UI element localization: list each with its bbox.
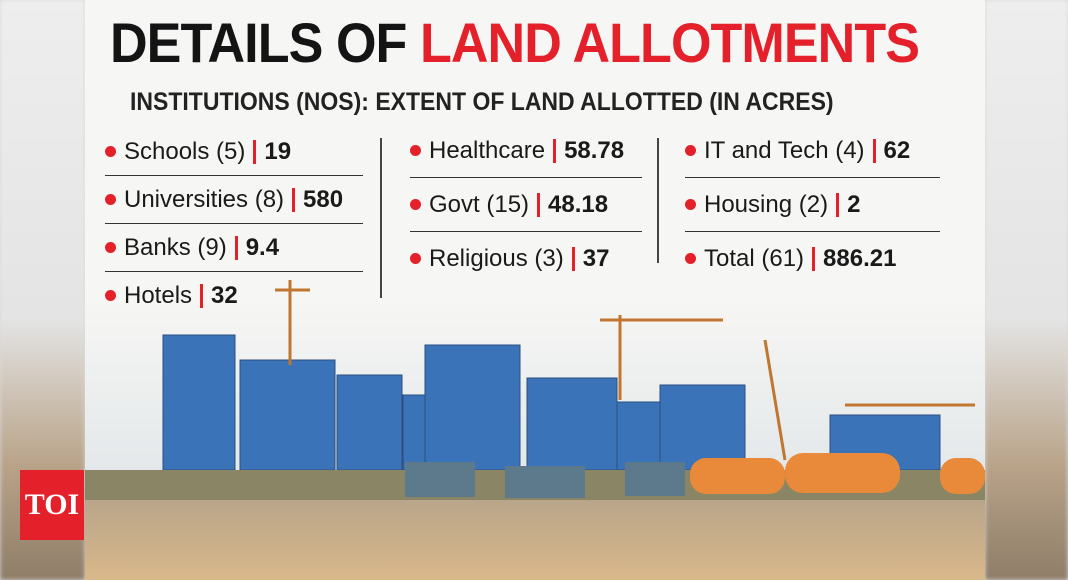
bullet xyxy=(410,145,421,156)
separator xyxy=(812,246,816,271)
item-value: 37 xyxy=(582,244,610,272)
list-item: Universities (8) 580 xyxy=(105,176,363,224)
item-value: 2 xyxy=(847,190,861,218)
column: IT and Tech (4) 62 Housing (2) 2 Total (61) 8… xyxy=(685,124,940,285)
bullet xyxy=(685,253,696,264)
separator xyxy=(253,139,257,164)
separator xyxy=(571,246,575,271)
item-value: 580 xyxy=(303,185,344,213)
list-item: Total (61) 886.21 xyxy=(685,232,940,285)
bullet xyxy=(410,199,421,210)
list-item: Schools (5) 19 xyxy=(105,128,363,176)
list-item: Banks (9) 9.4 xyxy=(105,224,363,272)
column: Schools (5) 19 Universities (8) 580 Banks (9… xyxy=(105,128,363,319)
separator xyxy=(553,138,557,163)
blur-right xyxy=(985,0,1068,580)
separator xyxy=(537,192,541,217)
divider xyxy=(380,138,382,298)
item-label: Schools (5) xyxy=(124,137,246,165)
separator xyxy=(836,192,840,217)
divider xyxy=(657,138,659,263)
item-value: 58.78 xyxy=(564,136,625,164)
title-dark: DETAILS OF xyxy=(110,11,407,74)
item-label: Banks (9) xyxy=(124,233,227,261)
column: Healthcare 58.78 Govt (15) 48.18 Religious (… xyxy=(410,124,642,285)
item-value: 32 xyxy=(211,281,238,309)
separator xyxy=(872,138,876,163)
title-red: LAND ALLOTMENTS xyxy=(419,11,920,74)
item-label: Housing (2) xyxy=(704,190,829,218)
separator xyxy=(200,283,204,308)
subtitle: INSTITUTIONS (NOS): EXTENT OF LAND ALLOT… xyxy=(130,88,834,116)
list-item: Healthcare 58.78 xyxy=(410,124,642,178)
item-value: 9.4 xyxy=(245,233,280,261)
item-label: Govt (15) xyxy=(429,190,530,218)
title: DETAILS OF LAND ALLOTMENTS xyxy=(110,10,920,75)
item-label: Total (61) xyxy=(704,244,805,272)
item-label: IT and Tech (4) xyxy=(704,136,865,164)
bullet xyxy=(105,290,116,301)
list-item: Housing (2) 2 xyxy=(685,178,940,232)
item-label: Universities (8) xyxy=(124,185,285,213)
item-value: 62 xyxy=(883,136,911,164)
bullet xyxy=(105,146,116,157)
item-value: 19 xyxy=(264,137,292,165)
item-value: 48.18 xyxy=(548,190,609,218)
list-item: Govt (15) 48.18 xyxy=(410,178,642,232)
logo: TOI xyxy=(20,470,84,540)
separator xyxy=(234,235,238,260)
list-item: IT and Tech (4) 62 xyxy=(685,124,940,178)
item-label: Hotels xyxy=(124,281,193,309)
item-label: Healthcare xyxy=(429,136,546,164)
bullet xyxy=(410,253,421,264)
bullet xyxy=(105,194,116,205)
bullet xyxy=(105,242,116,253)
bullet xyxy=(685,145,696,156)
bullet xyxy=(685,199,696,210)
list-item: Religious (3) 37 xyxy=(410,232,642,285)
item-label: Religious (3) xyxy=(429,244,564,272)
list-item: Hotels 32 xyxy=(105,272,363,319)
separator xyxy=(292,187,296,212)
construction-photo xyxy=(85,280,985,580)
infographic: DETAILS OF LAND ALLOTMENTS INSTITUTIONS … xyxy=(85,0,985,580)
item-value: 886.21 xyxy=(823,244,897,272)
